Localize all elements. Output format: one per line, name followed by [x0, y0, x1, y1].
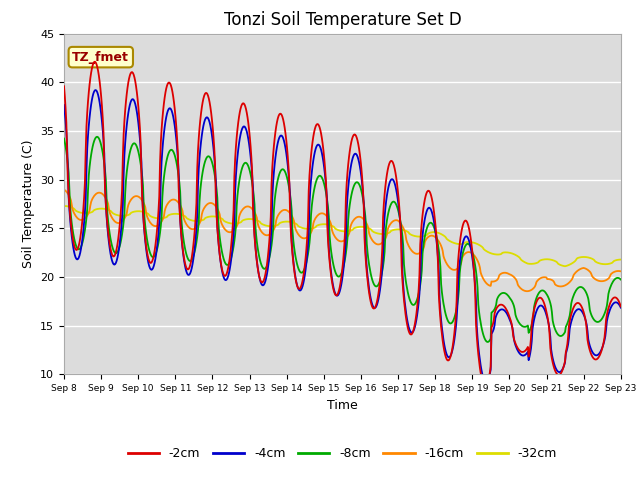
Title: Tonzi Soil Temperature Set D: Tonzi Soil Temperature Set D	[223, 11, 461, 29]
X-axis label: Time: Time	[327, 399, 358, 412]
Legend: -2cm, -4cm, -8cm, -16cm, -32cm: -2cm, -4cm, -8cm, -16cm, -32cm	[123, 442, 562, 465]
Text: TZ_fmet: TZ_fmet	[72, 51, 129, 64]
Y-axis label: Soil Temperature (C): Soil Temperature (C)	[22, 140, 35, 268]
